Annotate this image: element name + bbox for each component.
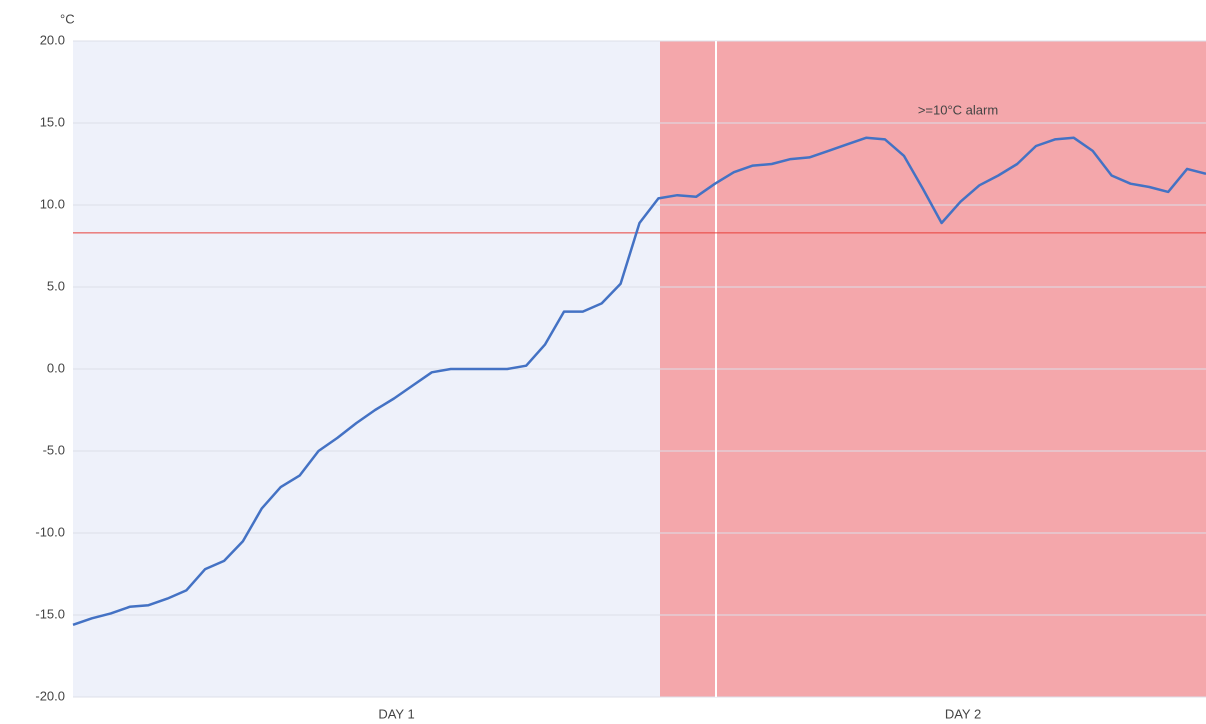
y-tick-label: -10.0: [35, 524, 65, 539]
y-tick-label: -15.0: [35, 606, 65, 621]
y-tick-label: 10.0: [40, 196, 65, 211]
y-unit: °C: [60, 11, 75, 26]
y-tick-label: 20.0: [40, 32, 65, 47]
temperature-line: [72, 136, 1206, 626]
annotation: >=10°C alarm: [918, 102, 998, 117]
x-tick-label: DAY 2: [945, 706, 981, 721]
x-tick-label: DAY 1: [378, 706, 414, 721]
y-tick-label: 0.0: [47, 360, 65, 375]
y-tick-label: -5.0: [43, 442, 65, 457]
y-tick-label: -20.0: [35, 688, 65, 703]
y-tick-label: 15.0: [40, 114, 65, 129]
y-tick-label: 5.0: [47, 278, 65, 293]
